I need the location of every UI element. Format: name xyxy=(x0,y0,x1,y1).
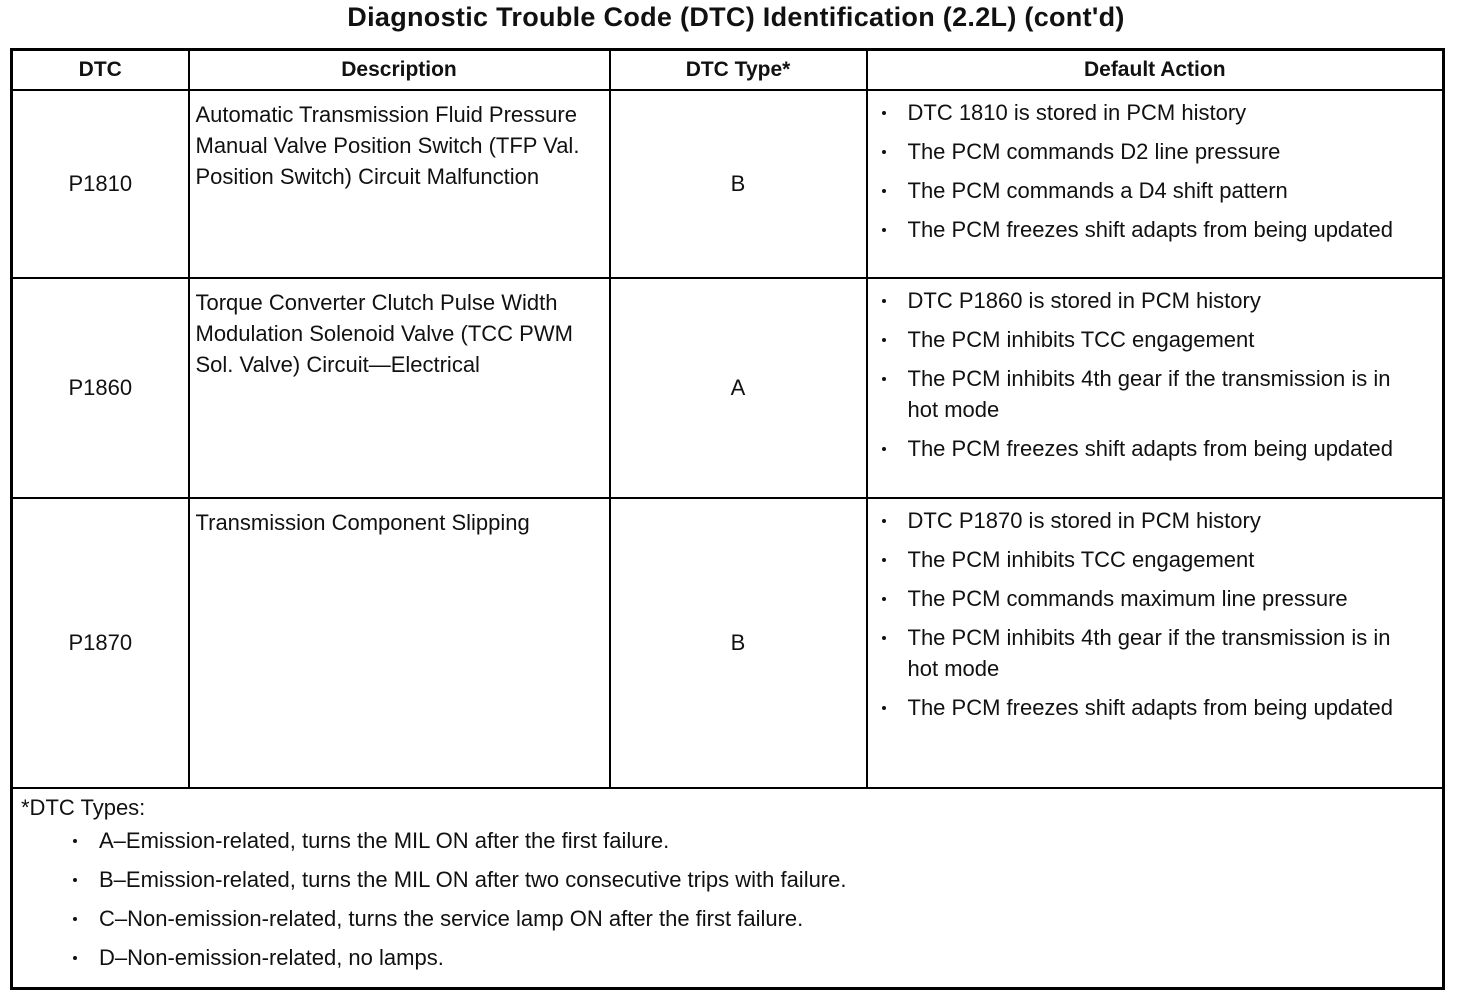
default-action: DTC P1870 is stored in PCM history The PC… xyxy=(865,497,1445,789)
default-action: DTC P1860 is stored in PCM history The PC… xyxy=(865,277,1445,499)
bullet-text: A–Emission-related, turns the MIL ON aft… xyxy=(99,828,670,853)
bullet-dot xyxy=(881,519,886,523)
dtc-code: P1860 xyxy=(10,277,190,499)
table-row: P1870 Transmission Component Slipping B DTC… xyxy=(10,497,1445,789)
bullet-text: B–Emission-related, turns the MIL ON aft… xyxy=(99,867,847,892)
dtc-code: P1870 xyxy=(10,497,190,789)
bullet-dot xyxy=(881,377,886,381)
bullet-text: The PCM commands a D4 shift pattern xyxy=(907,178,1288,203)
bullet-dot xyxy=(881,636,886,640)
bullet-dot xyxy=(73,956,77,960)
dtc-type: B xyxy=(608,89,868,279)
footnote-row: *DTC Types: A–Emission-related, turns the… xyxy=(10,787,1445,990)
bullet-dot xyxy=(881,447,886,451)
bullet-text: The PCM commands D2 line pressure xyxy=(907,139,1281,164)
bullet-item: The PCM commands maximum line pressure xyxy=(881,583,1423,614)
column-header: DTC Type* xyxy=(608,48,868,91)
bullet-dot xyxy=(881,338,886,342)
bullet-dot xyxy=(881,111,886,115)
header-row: DTC Description DTC Type* Default Action xyxy=(10,48,1445,91)
bullet-text: The PCM inhibits 4th gear if the transmi… xyxy=(907,625,1391,681)
bullet-dot xyxy=(881,597,886,601)
bullet-item: DTC P1860 is stored in PCM history xyxy=(881,285,1423,316)
bullet-dot xyxy=(73,878,77,882)
bullet-dot xyxy=(881,150,886,154)
bullet-dot xyxy=(881,706,886,710)
bullet-dot xyxy=(73,839,77,843)
dtc-type: B xyxy=(608,497,868,789)
bullet-dot xyxy=(881,558,886,562)
bullet-text: The PCM inhibits TCC engagement xyxy=(907,547,1255,572)
bullet-item: B–Emission-related, turns the MIL ON aft… xyxy=(73,864,1414,895)
description: Automatic Transmission Fluid Pressure Ma… xyxy=(187,89,611,279)
bullet-dot xyxy=(73,917,77,921)
bullet-list: DTC P1870 is stored in PCM history The PC… xyxy=(868,499,1443,729)
column-header: Default Action xyxy=(865,48,1445,91)
bullet-text: The PCM inhibits TCC engagement xyxy=(907,327,1255,352)
bullet-list: DTC P1860 is stored in PCM history The PC… xyxy=(868,279,1443,470)
bullet-item: The PCM commands D2 line pressure xyxy=(881,136,1423,167)
bullet-dot xyxy=(881,299,886,303)
bullet-item: D–Non-emission-related, no lamps. xyxy=(73,942,1414,973)
bullet-item: The PCM inhibits 4th gear if the transmi… xyxy=(881,363,1423,425)
description: Transmission Component Slipping xyxy=(187,497,611,789)
footnote-title: *DTC Types: xyxy=(21,795,146,820)
bullet-text: The PCM inhibits 4th gear if the transmi… xyxy=(907,366,1391,422)
table-body: P1810 Automatic Transmission Fluid Pressu… xyxy=(10,89,1445,990)
bullet-item: The PCM freezes shift adapts from being … xyxy=(881,692,1423,723)
bullet-list: A–Emission-related, turns the MIL ON aft… xyxy=(21,821,1434,973)
default-action: DTC 1810 is stored in PCM history The PCM… xyxy=(865,89,1445,279)
bullet-item: A–Emission-related, turns the MIL ON aft… xyxy=(73,825,1414,856)
bullet-item: DTC 1810 is stored in PCM history xyxy=(881,97,1423,128)
bullet-text: DTC P1860 is stored in PCM history xyxy=(907,288,1261,313)
bullet-list: DTC 1810 is stored in PCM history The PCM… xyxy=(868,91,1443,251)
bullet-text: The PCM freezes shift adapts from being … xyxy=(907,436,1393,461)
bullet-dot xyxy=(881,189,886,193)
bullet-item: C–Non-emission-related, turns the servic… xyxy=(73,903,1414,934)
dtc-table: DTC Description DTC Type* Default Action P1… xyxy=(10,48,1445,990)
bullet-item: The PCM freezes shift adapts from being … xyxy=(881,433,1423,464)
bullet-text: The PCM freezes shift adapts from being … xyxy=(907,217,1393,242)
table-row: P1860 Torque Converter Clutch Pulse Width… xyxy=(10,277,1445,499)
bullet-item: The PCM inhibits TCC engagement xyxy=(881,324,1423,355)
description: Torque Converter Clutch Pulse Width Modu… xyxy=(187,277,611,499)
bullet-item: The PCM inhibits 4th gear if the transmi… xyxy=(881,622,1423,684)
bullet-item: The PCM commands a D4 shift pattern xyxy=(881,175,1423,206)
table-row: P1810 Automatic Transmission Fluid Pressu… xyxy=(10,89,1445,279)
dtc-type: A xyxy=(608,277,868,499)
bullet-text: DTC 1810 is stored in PCM history xyxy=(907,100,1247,125)
column-header: DTC xyxy=(10,48,190,91)
footnote: *DTC Types: A–Emission-related, turns the… xyxy=(10,787,1445,990)
dtc-code: P1810 xyxy=(10,89,190,279)
bullet-text: C–Non-emission-related, turns the servic… xyxy=(99,906,804,931)
bullet-text: DTC P1870 is stored in PCM history xyxy=(907,508,1261,533)
bullet-text: D–Non-emission-related, no lamps. xyxy=(99,945,444,970)
bullet-text: The PCM freezes shift adapts from being … xyxy=(907,695,1393,720)
page-title: Diagnostic Trouble Code (DTC) Identifica… xyxy=(347,2,1125,32)
bullet-item: The PCM freezes shift adapts from being … xyxy=(881,214,1423,245)
bullet-text: The PCM commands maximum line pressure xyxy=(907,586,1348,611)
bullet-item: The PCM inhibits TCC engagement xyxy=(881,544,1423,575)
bullet-dot xyxy=(881,228,886,232)
column-header: Description xyxy=(187,48,611,91)
bullet-item: DTC P1870 is stored in PCM history xyxy=(881,505,1423,536)
